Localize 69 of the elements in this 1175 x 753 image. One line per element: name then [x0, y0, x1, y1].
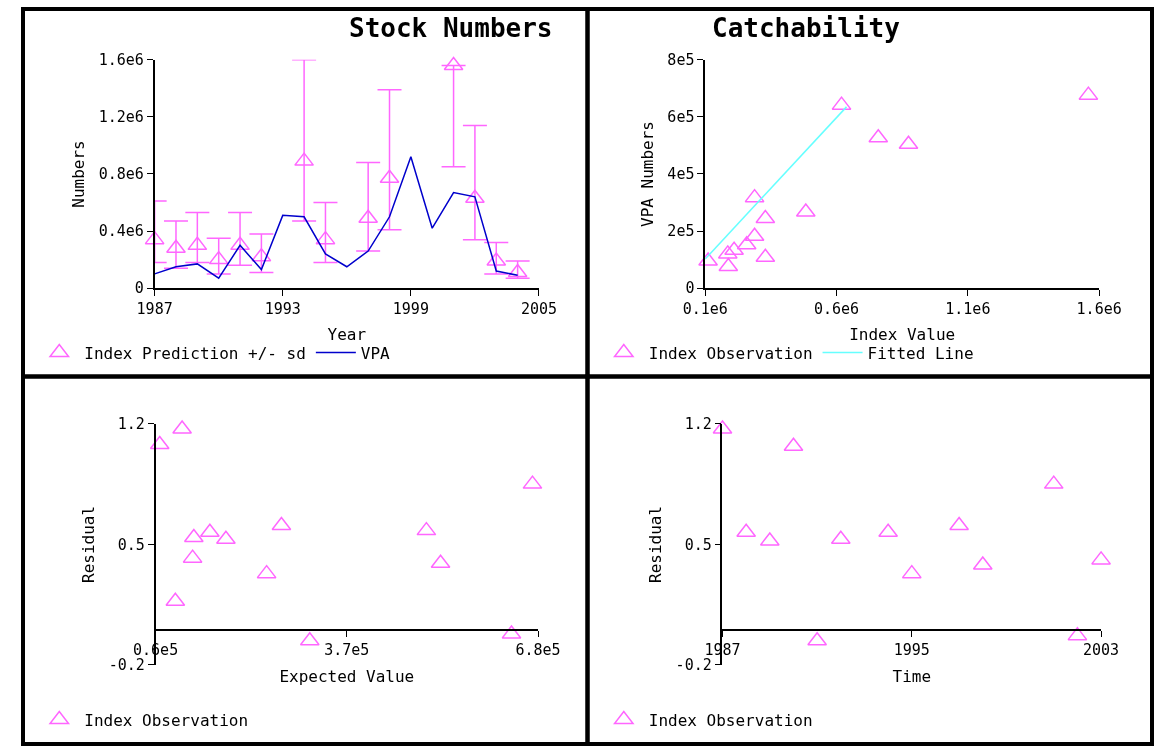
- x-tick-label: 1987: [136, 299, 173, 318]
- y-tick-label: 6e5: [667, 108, 695, 127]
- x-tick-label: 2003: [1083, 641, 1120, 660]
- x-tick-label: 1.6e6: [1076, 299, 1122, 318]
- point: [1067, 626, 1088, 641]
- legend-label: Fitted Line: [867, 343, 974, 363]
- x-tick-label: 3.7e5: [324, 641, 370, 660]
- point: [755, 209, 776, 224]
- point: [199, 523, 220, 538]
- y-tick-label: 0.8e6: [98, 165, 144, 184]
- y-tick-label: 0: [134, 279, 144, 298]
- point: [898, 135, 919, 150]
- x-axis-title: Time: [892, 667, 932, 687]
- y-tick-label: 0.5: [684, 535, 712, 554]
- point: [166, 239, 186, 253]
- legend-label: Index Prediction +/- sd: [84, 343, 306, 363]
- point: [430, 554, 451, 569]
- point: [183, 528, 204, 543]
- point: [187, 236, 208, 251]
- y-axis-title: Residual: [646, 505, 666, 583]
- point: [949, 516, 970, 531]
- legend-label: Index Observation: [84, 710, 249, 730]
- y-tick-label: -0.2: [108, 656, 145, 675]
- y-axis-title: Numbers: [69, 140, 89, 208]
- y-tick-label: 8e5: [667, 51, 695, 70]
- point: [736, 523, 757, 538]
- chart-title: Stock Numbers: [349, 13, 553, 43]
- x-tick-label: 0.6e6: [813, 299, 860, 318]
- y-tick-label: 4e5: [667, 165, 695, 184]
- legend-label: Index Observation: [648, 343, 813, 363]
- x-tick-label: 2005: [520, 299, 558, 318]
- x-tick-label: 1.1e6: [945, 299, 991, 318]
- x-tick-label: 6.8e5: [515, 641, 561, 660]
- point: [443, 56, 464, 71]
- point: [878, 523, 899, 538]
- x-axis-title: Expected Value: [279, 667, 415, 687]
- y-axis-title: Residual: [79, 505, 99, 583]
- point: [868, 128, 889, 143]
- y-tick-label: 1.2: [684, 415, 712, 434]
- point: [208, 250, 229, 265]
- legend-label: Index Observation: [648, 710, 813, 730]
- point: [744, 188, 765, 203]
- y-tick-label: 1.6e6: [98, 51, 144, 70]
- point: [230, 236, 251, 251]
- point: [718, 257, 739, 272]
- x-axis-title: Year: [327, 325, 367, 345]
- y-tick-label: 1.2e6: [98, 108, 144, 127]
- x-tick-label: 1995: [893, 641, 930, 660]
- point: [271, 516, 292, 531]
- point: [315, 230, 336, 245]
- x-tick-label: 1993: [264, 299, 301, 318]
- y-tick-label: 0.4e6: [98, 222, 144, 241]
- point: [901, 564, 922, 579]
- point: [149, 435, 170, 450]
- x-tick-label: 0.1e6: [682, 299, 728, 318]
- y-tick-label: 1.2: [117, 415, 145, 434]
- y-tick-label: 2e5: [667, 222, 695, 241]
- chart-title: Catchability: [712, 13, 900, 43]
- y-tick-label: 0.5: [117, 535, 145, 554]
- legend-label: VPA: [360, 343, 391, 363]
- point: [755, 248, 776, 263]
- y-axis-title: VPA Numbers: [637, 120, 657, 227]
- y-tick-label: -0.2: [675, 656, 712, 675]
- point: [416, 521, 437, 536]
- y-tick-label: 0: [685, 279, 695, 298]
- x-axis-title: Index Value: [849, 325, 956, 345]
- x-tick-label: 1999: [392, 299, 429, 318]
- point: [256, 564, 277, 579]
- point: [144, 230, 165, 245]
